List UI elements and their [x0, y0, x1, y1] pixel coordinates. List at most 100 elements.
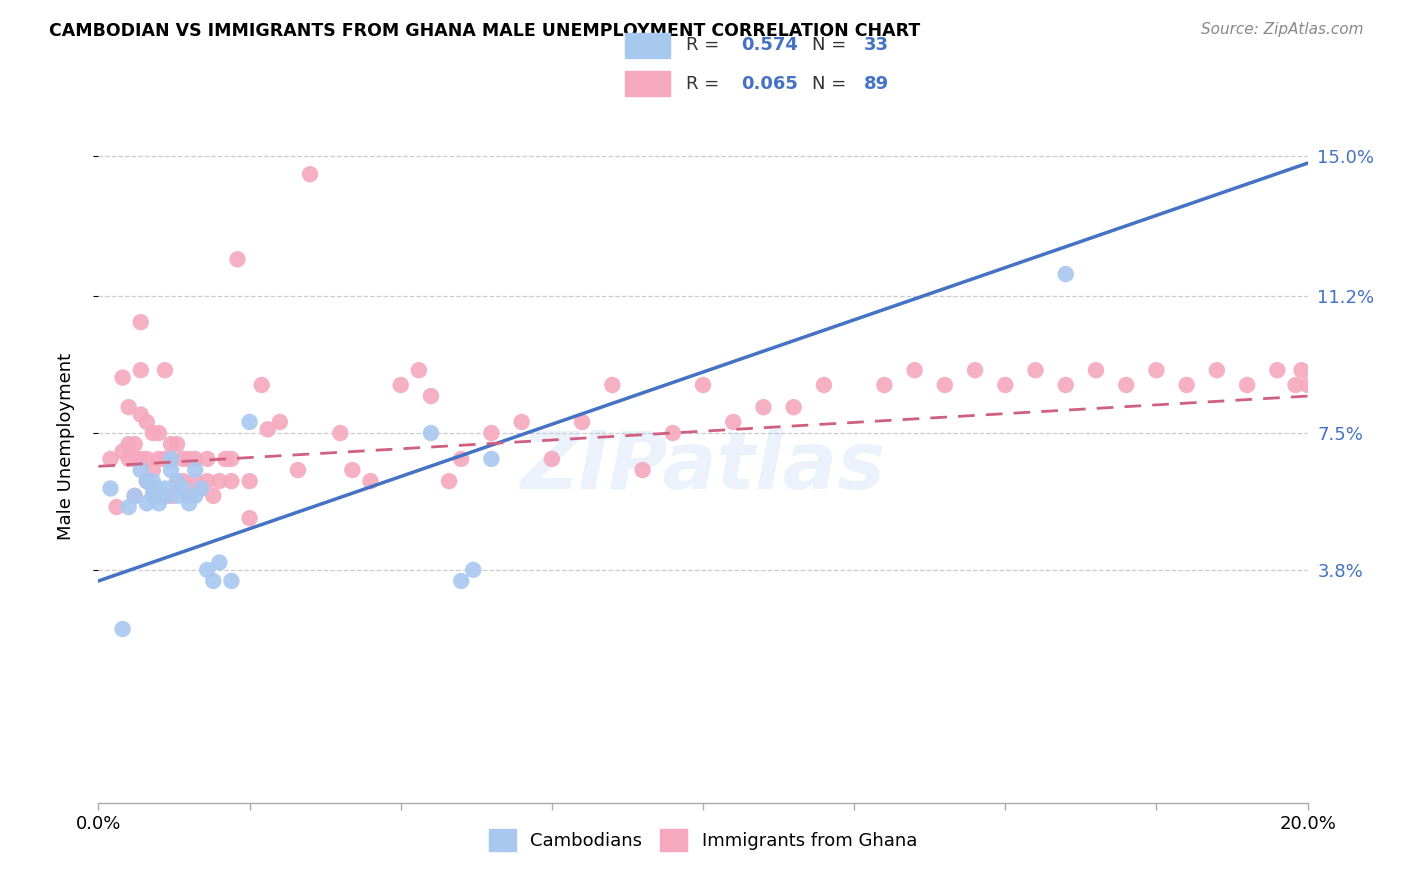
Point [994, 378, 1017, 392]
Point [160, 463, 183, 477]
Point [1115, 378, 1137, 392]
Text: R =: R = [686, 37, 725, 54]
Bar [624, 71, 669, 96]
Point [148, 489, 170, 503]
Point [239, 474, 262, 488]
Point [723, 415, 745, 429]
Point [1296, 378, 1319, 392]
Point [160, 452, 183, 467]
Text: N =: N = [813, 37, 852, 54]
Point [1054, 378, 1077, 392]
Point [783, 400, 806, 414]
Point [124, 452, 146, 467]
Point [813, 378, 835, 392]
Point [873, 378, 896, 392]
Point [100, 482, 122, 496]
Point [481, 452, 503, 467]
Point [195, 452, 218, 467]
Point [463, 563, 485, 577]
Point [142, 425, 165, 440]
Point [389, 378, 412, 392]
Point [190, 482, 212, 496]
Point [202, 489, 225, 503]
Point [540, 452, 562, 467]
Point [129, 452, 152, 467]
Point [160, 452, 183, 467]
Point [195, 563, 218, 577]
Point [965, 363, 987, 377]
Legend: Cambodians, Immigrants from Ghana: Cambodians, Immigrants from Ghana [481, 822, 925, 858]
Point [208, 474, 231, 488]
Point [904, 363, 927, 377]
Point [1291, 363, 1313, 377]
Point [221, 574, 243, 588]
Point [195, 474, 218, 488]
Bar [624, 33, 669, 58]
Point [420, 425, 443, 440]
Point [118, 500, 141, 514]
Y-axis label: Male Unemployment: Male Unemployment [56, 352, 75, 540]
Point [118, 437, 141, 451]
Point [450, 452, 472, 467]
Point [287, 463, 309, 477]
Point [329, 425, 352, 440]
Point [129, 408, 152, 422]
Point [510, 415, 533, 429]
Point [111, 622, 134, 636]
Text: Source: ZipAtlas.com: Source: ZipAtlas.com [1201, 22, 1364, 37]
Point [179, 489, 201, 503]
Point [111, 370, 134, 384]
Point [129, 463, 152, 477]
Point [184, 452, 207, 467]
Text: 0.065: 0.065 [741, 75, 797, 93]
Point [179, 496, 201, 510]
Text: 33: 33 [863, 37, 889, 54]
Point [153, 452, 176, 467]
Point [135, 474, 157, 488]
Point [631, 463, 654, 477]
Point [661, 425, 683, 440]
Point [129, 315, 152, 329]
Text: ZIPatlas: ZIPatlas [520, 428, 886, 507]
Point [166, 474, 188, 488]
Point [1284, 378, 1306, 392]
Point [1267, 363, 1289, 377]
Point [118, 452, 141, 467]
Point [160, 489, 183, 503]
Point [1054, 267, 1077, 281]
Point [166, 437, 188, 451]
Point [1175, 378, 1198, 392]
Point [118, 400, 141, 414]
Point [100, 452, 122, 467]
Point [148, 496, 170, 510]
Point [142, 463, 165, 477]
Point [299, 167, 322, 181]
Text: 0.574: 0.574 [741, 37, 797, 54]
Point [602, 378, 624, 392]
Point [153, 482, 176, 496]
Point [135, 452, 157, 467]
Point [1085, 363, 1108, 377]
Point [142, 489, 165, 503]
Point [571, 415, 593, 429]
Point [179, 452, 201, 467]
Point [1236, 378, 1258, 392]
Point [214, 452, 236, 467]
Point [148, 425, 170, 440]
Text: CAMBODIAN VS IMMIGRANTS FROM GHANA MALE UNEMPLOYMENT CORRELATION CHART: CAMBODIAN VS IMMIGRANTS FROM GHANA MALE … [49, 22, 921, 40]
Point [105, 500, 128, 514]
Point [153, 363, 176, 377]
Point [420, 389, 443, 403]
Point [342, 463, 364, 477]
Point [934, 378, 956, 392]
Point [124, 437, 146, 451]
Text: N =: N = [813, 75, 852, 93]
Point [752, 400, 775, 414]
Point [172, 452, 194, 467]
Point [142, 489, 165, 503]
Point [135, 496, 157, 510]
Point [160, 437, 183, 451]
Point [124, 489, 146, 503]
Point [202, 574, 225, 588]
Point [250, 378, 273, 392]
